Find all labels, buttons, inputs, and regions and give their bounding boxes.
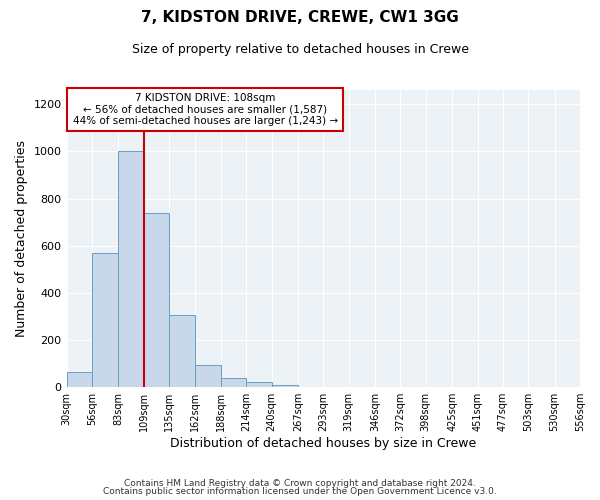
Text: Size of property relative to detached houses in Crewe: Size of property relative to detached ho… [131,42,469,56]
Bar [246,382,272,387]
Y-axis label: Number of detached properties: Number of detached properties [15,140,28,337]
X-axis label: Distribution of detached houses by size in Crewe: Distribution of detached houses by size … [170,437,476,450]
Bar [272,385,298,387]
Bar [221,378,246,387]
Bar [92,253,118,387]
Text: 7 KIDSTON DRIVE: 108sqm
← 56% of detached houses are smaller (1,587)
44% of semi: 7 KIDSTON DRIVE: 108sqm ← 56% of detache… [73,93,338,126]
Text: Contains HM Land Registry data © Crown copyright and database right 2024.: Contains HM Land Registry data © Crown c… [124,478,476,488]
Bar [196,365,221,387]
Text: Contains public sector information licensed under the Open Government Licence v3: Contains public sector information licen… [103,487,497,496]
Text: 7, KIDSTON DRIVE, CREWE, CW1 3GG: 7, KIDSTON DRIVE, CREWE, CW1 3GG [141,10,459,25]
Bar [118,152,143,387]
Bar [169,316,196,387]
Bar [67,372,92,387]
Bar [143,212,169,387]
